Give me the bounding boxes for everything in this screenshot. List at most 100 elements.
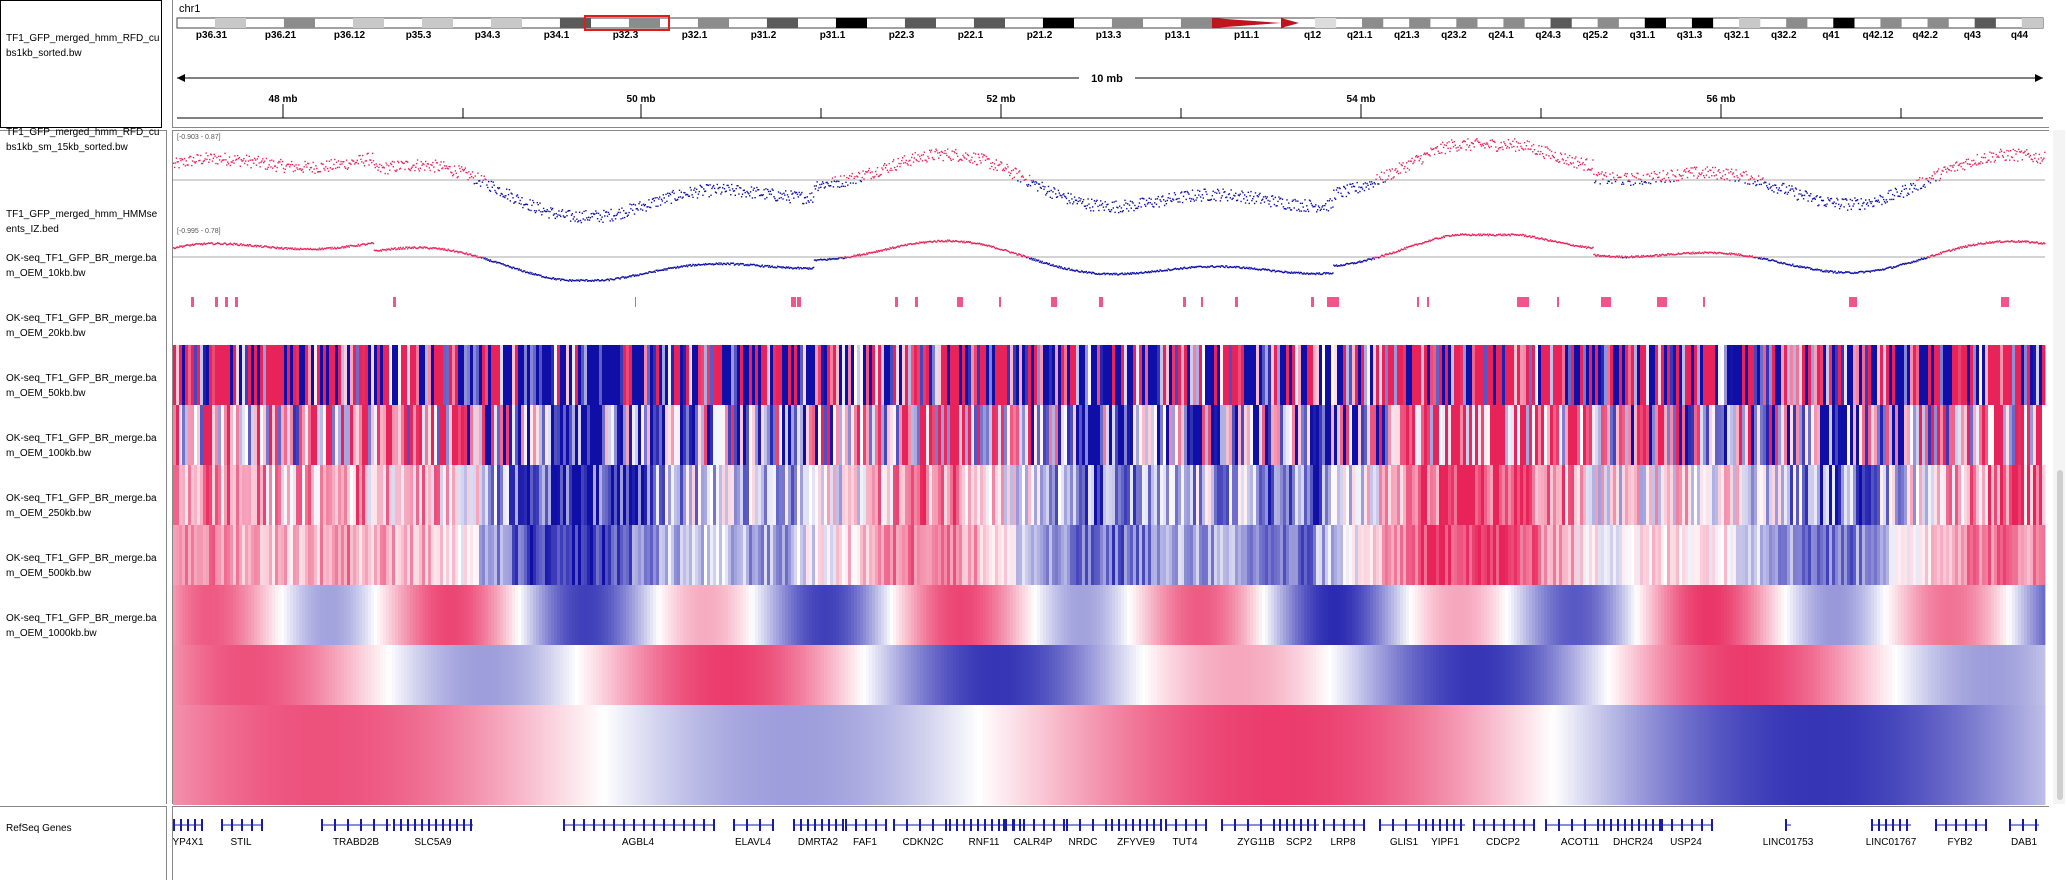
cytoband-label: p11.1 [1234,30,1259,41]
gene-feature[interactable]: USP24 [1661,819,1713,848]
gene-feature[interactable]: LRP8 [1323,819,1365,848]
gene-feature[interactable]: AGBL4 [563,819,715,848]
cytoband-label: q32.2 [1771,30,1797,41]
gene-feature[interactable]: LINC01767 [1866,819,1917,848]
gene-feature[interactable]: ZFYVE9 [1111,819,1162,848]
cytoband-label: p21.2 [1027,30,1053,41]
oem-20kb-track[interactable] [173,405,2045,465]
gene-feature[interactable]: GLIS1 [1379,819,1429,848]
gene-feature[interactable]: TUT4 [1165,819,1207,848]
cytoband-label: p31.1 [820,30,846,41]
oem-50kb-track[interactable] [173,465,2045,525]
initiation-zone-feature [1417,297,1419,307]
initiation-zone-feature [957,297,963,307]
track-data-range: [-0.903 - 0.87] [177,134,221,141]
track-data-range: [-0.995 - 0.78] [177,228,221,235]
track-name-rfd-1kb[interactable]: TF1_GFP_merged_hmm_RFD_cu bs1kb_sorted.b… [6,31,159,61]
cytoband-block [1739,18,1760,28]
cytoband-block [974,18,1005,28]
gene-feature[interactable]: YP4X1 [173,819,204,848]
initiation-zone-feature [791,297,796,307]
gene-feature[interactable]: YIPF1 [1425,819,1465,848]
track-name-iz-bed[interactable]: TF1_GFP_merged_hmm_HMMse ents_IZ.bed [6,207,157,237]
chromosome-name: chr1 [179,3,200,15]
cytoband-block [2022,18,2043,28]
initiation-zone-feature [1235,297,1238,307]
gene-feature[interactable]: CDKN2C [893,819,953,848]
track-name-oem-50kb[interactable]: OK-seq_TF1_GFP_BR_merge.ba m_OEM_50kb.bw [6,371,157,401]
gene-feature[interactable]: ELAVL4 [733,819,774,848]
oem-10kb-track[interactable] [173,345,2045,405]
gene-feature[interactable]: STIL [221,819,263,848]
gene-feature[interactable]: DMRTA2 [793,819,844,848]
track-name-oem-10kb[interactable]: OK-seq_TF1_GFP_BR_merge.ba m_OEM_10kb.bw [6,251,157,281]
data-tracks-canvas[interactable]: [-0.903 - 0.87] [-0.995 - 0.78] [173,131,2050,805]
track-name-rfd-15kb[interactable]: TF1_GFP_merged_hmm_RFD_cu bs1kb_sm_15kb_… [6,125,159,155]
cytoband-block [491,18,522,28]
gene-feature[interactable]: FAF1 [845,819,887,848]
initiation-zone-feature [1099,297,1103,307]
scrollbar-thumb[interactable] [2057,470,2063,800]
initiation-zone-feature [235,297,238,307]
cytoband-label: q24.1 [1488,30,1514,41]
oem-100kb-track[interactable] [173,525,2045,585]
track-name-oem-500kb[interactable]: OK-seq_TF1_GFP_BR_merge.ba m_OEM_500kb.b… [6,551,157,581]
oem-250kb-track[interactable] [173,585,2045,645]
cytoband-label: p31.2 [751,30,777,41]
cytoband-label: q32.1 [1724,30,1750,41]
initiation-zone-feature [1427,297,1429,307]
data-panel[interactable]: [-0.903 - 0.87] [-0.995 - 0.78] [172,130,2049,804]
cytoband-block [905,18,936,28]
cytoband-label: q31.3 [1677,30,1703,41]
cytoband-block [1692,18,1713,28]
gene-feature[interactable]: CDCP2 [1473,819,1535,848]
cytoband-block [1043,18,1074,28]
gene-feature[interactable]: SLC5A9 [393,819,473,848]
gene-feature[interactable]: DAB1 [2009,819,2039,848]
track-name-oem-20kb[interactable]: OK-seq_TF1_GFP_BR_merge.ba m_OEM_20kb.bw [6,311,157,341]
gene-feature[interactable]: DHCR24 [1603,819,1663,848]
gene-label: FAF1 [853,837,877,848]
gene-label: CDKN2C [902,837,943,848]
refseq-genes-track-name[interactable]: RefSeq Genes [6,821,72,836]
cytoband-block [698,18,729,28]
scale-bar: 10 mb [177,70,2043,85]
gene-label: USP24 [1670,837,1702,848]
gene-feature[interactable]: LINC01753 [1763,819,1814,848]
track-name-oem-250kb[interactable]: OK-seq_TF1_GFP_BR_merge.ba m_OEM_250kb.b… [6,491,157,521]
rfd-1kb-track[interactable]: [-0.903 - 0.87] [173,134,2046,223]
track-name-oem-1000kb[interactable]: OK-seq_TF1_GFP_BR_merge.ba m_OEM_1000kb.… [6,611,157,641]
gene-label: STIL [230,837,252,848]
cytoband-label: q42.2 [1912,30,1938,41]
gene-feature[interactable]: FYB2 [1935,819,1987,848]
track-name-oem-100kb[interactable]: OK-seq_TF1_GFP_BR_merge.ba m_OEM_100kb.b… [6,431,157,461]
gene-label: DAB1 [2011,837,2038,848]
cytoband-block [1112,18,1143,28]
cytoband-block [1833,18,1854,28]
gene-feature[interactable]: TRABD2B [321,819,391,848]
cytoband-block [1551,18,1572,28]
iz-bed-track[interactable] [191,297,2009,307]
gene-label: ZFYVE9 [1117,837,1155,848]
cytoband-block [215,18,246,28]
initiation-zone-feature [1201,297,1203,307]
gene-label: ACOT11 [1561,837,1600,848]
cytoband-label: q21.3 [1394,30,1420,41]
gene-feature[interactable]: NRDC [1053,819,1113,848]
gene-feature[interactable]: SCP2 [1279,819,1319,848]
initiation-zone-feature [1311,297,1314,307]
gene-label: CALR4P [1014,837,1053,848]
gene-label: AGBL4 [622,837,655,848]
rfd-15kb-track[interactable]: [-0.995 - 0.78] [173,228,2046,282]
ruler-tick-label: 54 mb [1347,94,1376,105]
gene-feature[interactable]: RNF11 [949,819,1021,848]
cytoband-block [1503,18,1524,28]
oem-500kb-track[interactable] [173,645,2045,705]
oem-1000kb-track[interactable] [173,705,2045,805]
